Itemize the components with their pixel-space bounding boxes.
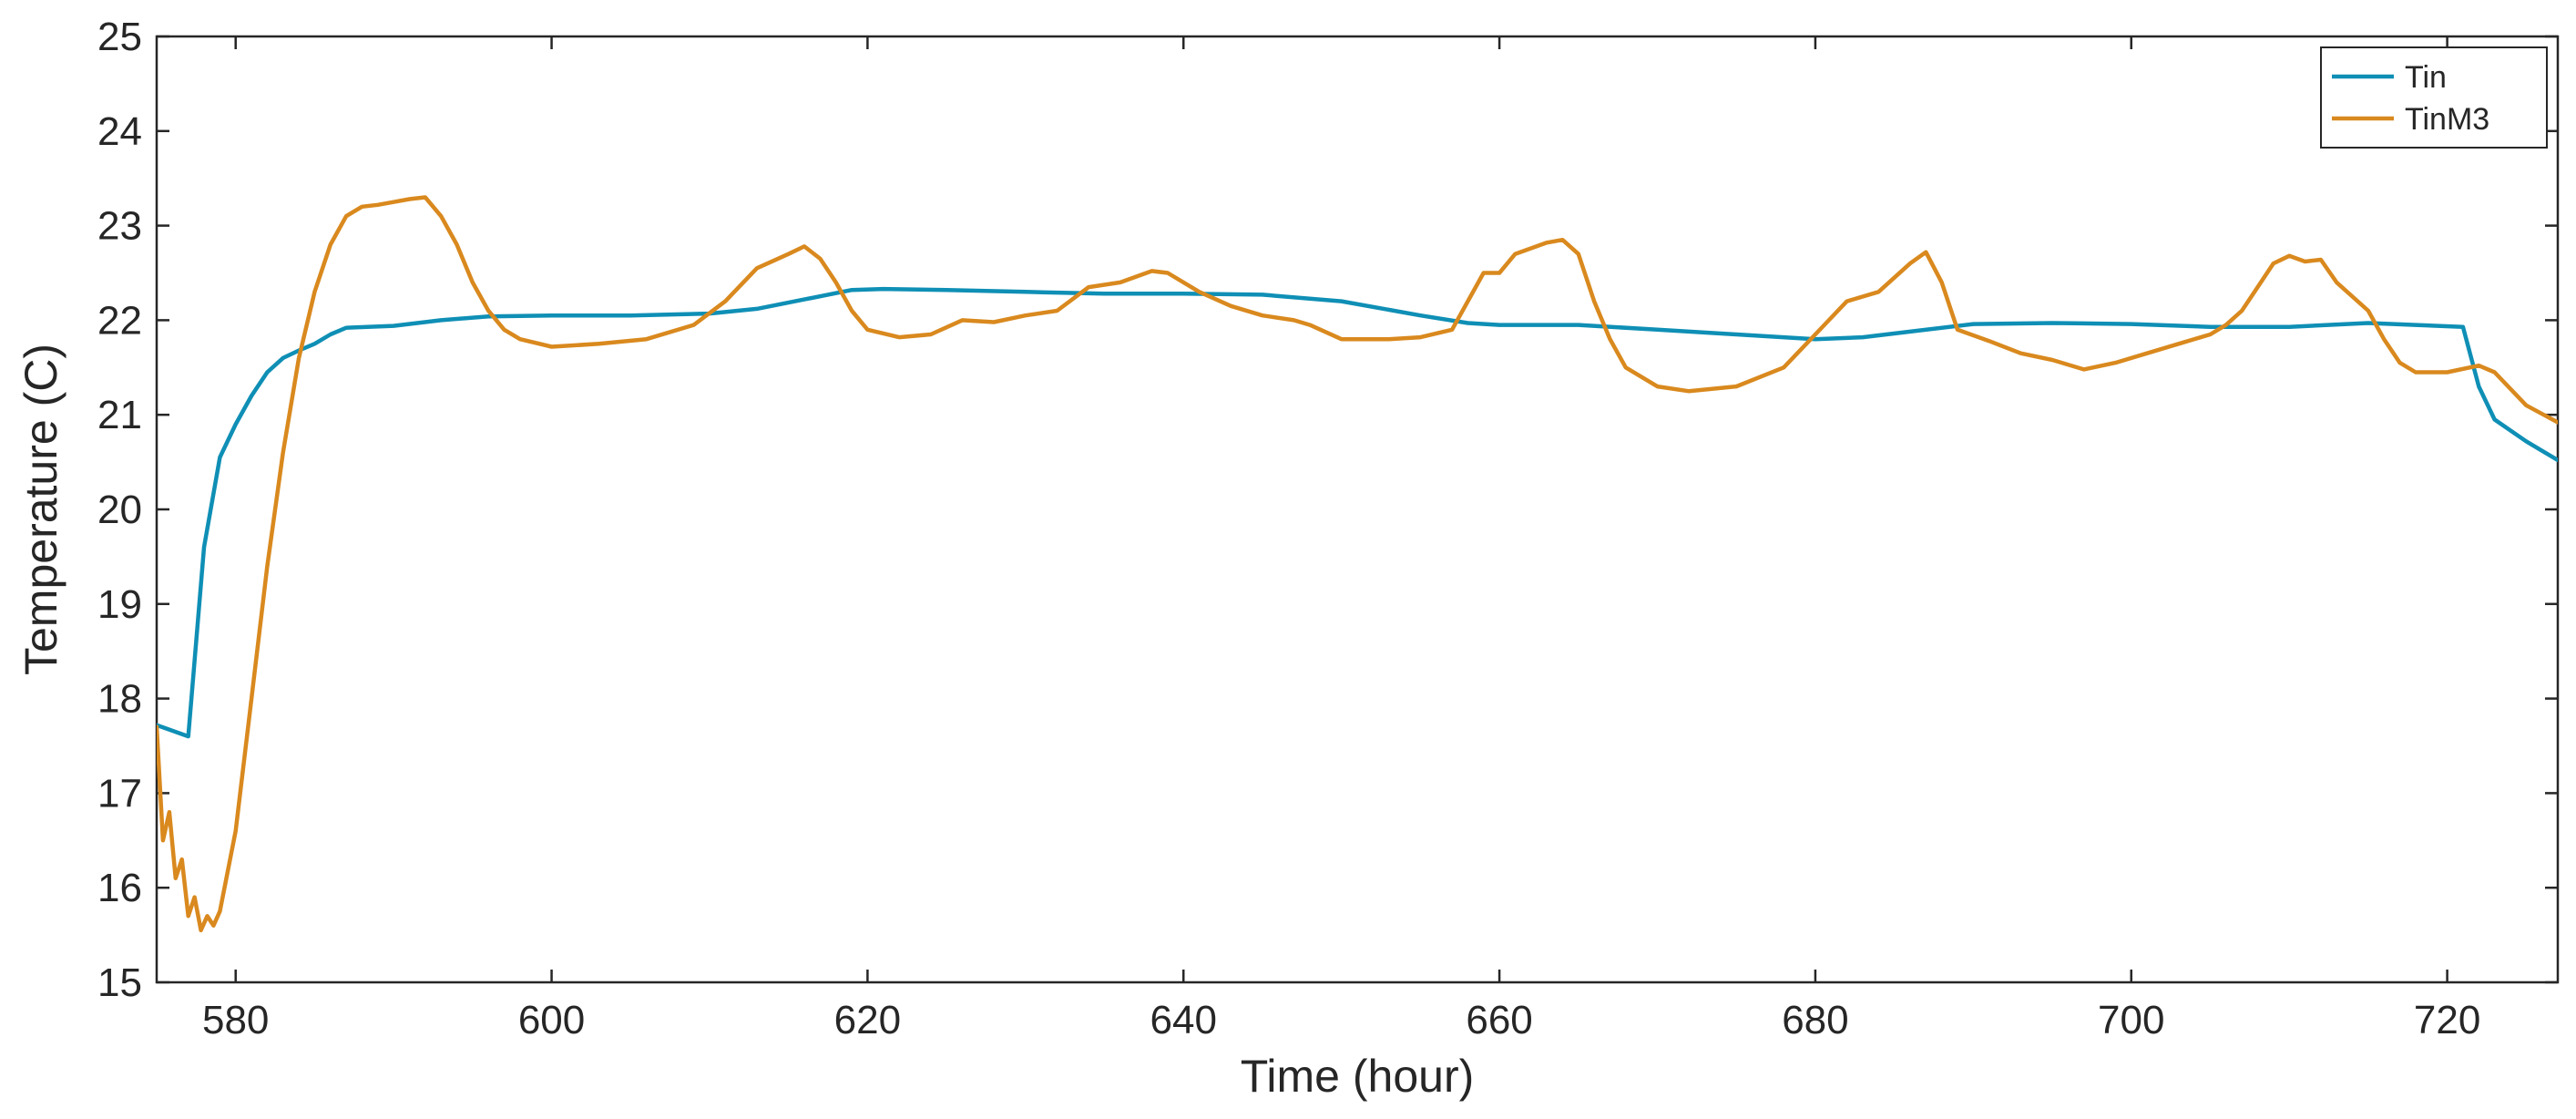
series-layer: [157, 195, 2558, 933]
x-tick-label: 680: [1782, 998, 1848, 1042]
series-line-tinm3: [157, 195, 2558, 933]
y-tick-label: 25: [97, 15, 142, 59]
x-tick-label: 620: [834, 998, 901, 1042]
y-tick-label: 21: [97, 393, 142, 437]
y-tick-label: 19: [97, 582, 142, 627]
y-tick-label: 20: [97, 488, 142, 532]
x-tick-label: 660: [1466, 998, 1532, 1042]
y-tick-label: 15: [97, 960, 142, 1005]
x-tick-label: 640: [1150, 998, 1217, 1042]
y-tick-label: 16: [97, 866, 142, 910]
y-tick-label: 24: [97, 109, 142, 154]
x-axis-title: Time (hour): [1241, 1051, 1475, 1102]
x-axis: 580 600 620 640 660 680 700 720: [202, 36, 2480, 1042]
x-tick-label: 700: [2098, 998, 2164, 1042]
y-tick-label: 18: [97, 677, 142, 722]
legend: Tin TinM3: [2320, 46, 2548, 149]
legend-label: Tin: [2405, 60, 2447, 95]
y-tick-label: 17: [97, 771, 142, 816]
y-axis-title: Temperature (C): [15, 344, 66, 675]
legend-box: [2320, 46, 2548, 149]
legend-label: TinM3: [2405, 102, 2489, 137]
plot-area: [155, 35, 2560, 984]
y-axis: 15 16 17 18 19 20 21 22 23 24 25: [97, 15, 2558, 1005]
y-tick-label: 23: [97, 204, 142, 249]
x-tick-label: 720: [2414, 998, 2480, 1042]
x-tick-label: 600: [518, 998, 585, 1042]
x-tick-label: 580: [202, 998, 269, 1042]
y-tick-label: 22: [97, 298, 142, 343]
